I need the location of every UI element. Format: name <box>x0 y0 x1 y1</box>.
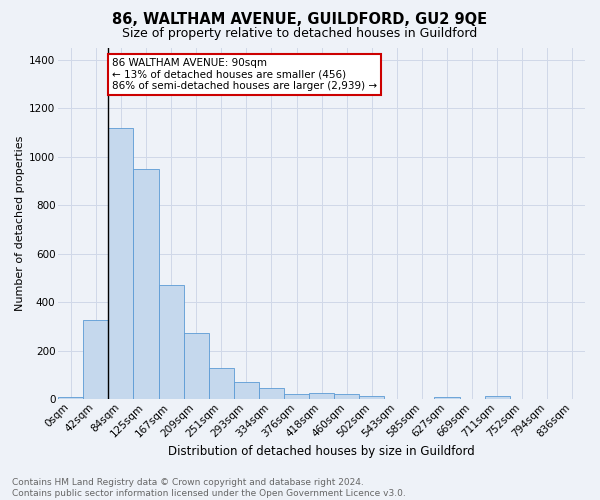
Y-axis label: Number of detached properties: Number of detached properties <box>15 136 25 311</box>
Bar <box>184 332 209 400</box>
Bar <box>58 397 83 400</box>
Bar <box>259 388 284 400</box>
Bar <box>209 368 234 400</box>
Bar <box>334 394 359 400</box>
X-axis label: Distribution of detached houses by size in Guildford: Distribution of detached houses by size … <box>168 444 475 458</box>
Bar <box>133 169 158 400</box>
Bar <box>234 382 259 400</box>
Bar <box>284 394 309 400</box>
Bar <box>434 397 460 400</box>
Text: Size of property relative to detached houses in Guildford: Size of property relative to detached ho… <box>122 28 478 40</box>
Text: 86, WALTHAM AVENUE, GUILDFORD, GU2 9QE: 86, WALTHAM AVENUE, GUILDFORD, GU2 9QE <box>112 12 488 28</box>
Bar <box>158 286 184 400</box>
Bar <box>83 320 109 400</box>
Text: 86 WALTHAM AVENUE: 90sqm
← 13% of detached houses are smaller (456)
86% of semi-: 86 WALTHAM AVENUE: 90sqm ← 13% of detach… <box>112 58 377 92</box>
Bar <box>309 393 334 400</box>
Bar <box>359 396 385 400</box>
Bar <box>109 128 133 400</box>
Text: Contains HM Land Registry data © Crown copyright and database right 2024.
Contai: Contains HM Land Registry data © Crown c… <box>12 478 406 498</box>
Bar <box>485 396 510 400</box>
